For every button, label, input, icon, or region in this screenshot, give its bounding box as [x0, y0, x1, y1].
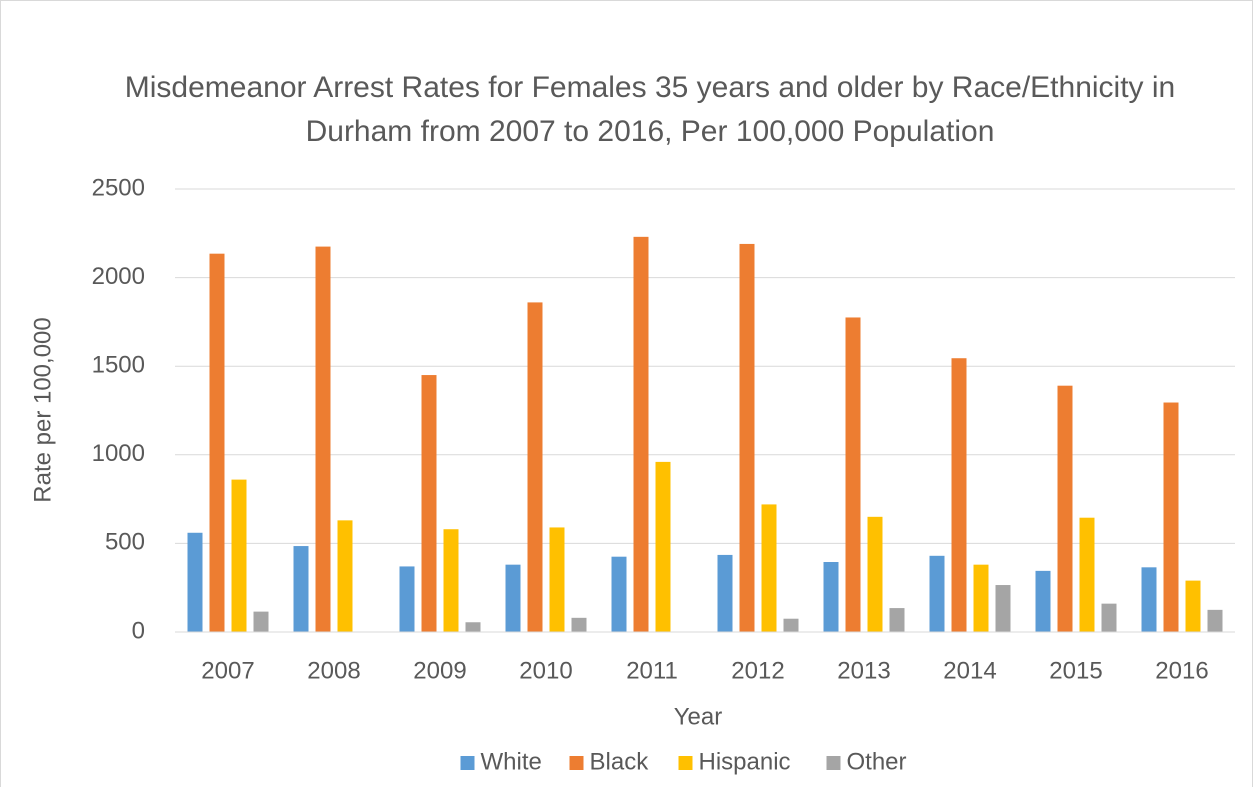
legend-label: Hispanic: [699, 748, 791, 775]
bar: [253, 611, 269, 632]
legend-swatch: [569, 756, 584, 770]
x-tick-label: 2015: [1049, 657, 1102, 684]
bar: [337, 520, 353, 632]
bar: [995, 585, 1011, 632]
legend-swatch: [826, 756, 841, 770]
bar: [527, 302, 543, 632]
y-tick-label: 500: [105, 529, 145, 556]
bar: [1207, 609, 1223, 632]
bar: [973, 564, 989, 632]
bar: [633, 236, 649, 632]
bar: [739, 243, 755, 632]
y-axis-label: Rate per 100,000: [29, 317, 56, 502]
bar: [761, 504, 777, 632]
y-tick-label: 0: [132, 617, 145, 644]
bar: [1141, 567, 1157, 632]
bar: [611, 556, 627, 632]
bar: [465, 622, 481, 632]
bar: [1035, 570, 1051, 632]
bar: [867, 516, 883, 632]
bar: [1163, 402, 1179, 632]
bar: [889, 608, 905, 632]
bar: [845, 317, 861, 632]
bar: [421, 375, 437, 632]
bar: [929, 555, 945, 632]
bar: [655, 461, 671, 632]
x-tick-label: 2008: [307, 657, 360, 684]
bar: [293, 546, 309, 632]
bar: [315, 246, 331, 632]
bar: [505, 564, 521, 632]
y-tick-label: 2000: [92, 263, 145, 290]
y-tick-label: 2500: [92, 174, 145, 201]
x-tick-label: 2012: [731, 657, 784, 684]
bar: [1101, 603, 1117, 632]
y-tick-label: 1500: [92, 352, 145, 379]
bar: [571, 617, 587, 632]
x-tick-label: 2011: [626, 657, 678, 684]
bar: [823, 562, 839, 632]
bar: [209, 253, 225, 633]
bar: [1079, 517, 1095, 632]
chart-title: Misdemeanor Arrest Rates for Females 35 …: [124, 71, 1176, 148]
bar: [187, 532, 203, 632]
x-axis-label: Year: [674, 703, 723, 730]
legend-swatch: [678, 756, 693, 770]
legend-label: White: [481, 748, 542, 775]
bar: [1185, 580, 1201, 632]
bar: [399, 566, 415, 632]
bar: [231, 479, 247, 632]
legend-label: Black: [590, 748, 650, 775]
bar: [1057, 385, 1073, 632]
bar: [951, 358, 967, 632]
bar: [549, 527, 565, 632]
bar: [717, 554, 733, 632]
x-tick-label: 2007: [201, 657, 254, 684]
legend-swatch: [460, 756, 475, 770]
bar: [443, 529, 459, 632]
x-tick-label: 2010: [519, 657, 572, 684]
x-tick-label: 2014: [943, 657, 996, 684]
y-tick-label: 1000: [92, 440, 145, 467]
x-tick-label: 2016: [1155, 657, 1208, 684]
legend-label: Other: [847, 748, 907, 775]
x-tick-label: 2009: [413, 657, 466, 684]
bar: [783, 618, 799, 632]
x-tick-label: 2013: [837, 657, 890, 684]
